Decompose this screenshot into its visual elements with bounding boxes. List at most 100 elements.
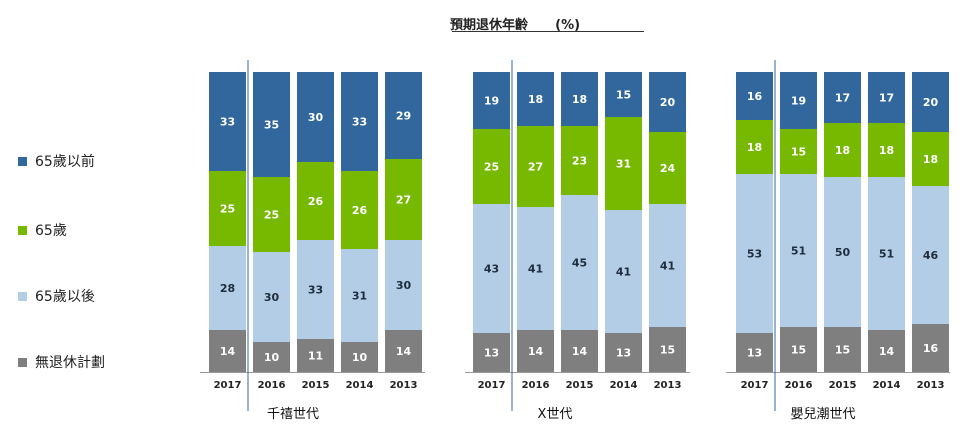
data-label: 10	[352, 351, 368, 364]
data-label: 13	[616, 347, 631, 360]
data-label: 18	[923, 153, 938, 166]
data-label: 27	[528, 161, 543, 174]
data-label: 23	[572, 155, 587, 168]
data-label: 18	[879, 144, 894, 157]
data-label: 15	[835, 344, 850, 357]
legend-item-before-65: 65歲以前	[18, 151, 95, 171]
data-label: 15	[791, 146, 806, 159]
legend-item-no-plan: 無退休計劃	[18, 352, 105, 372]
bar-segment-before-65	[780, 72, 817, 129]
bar-segment-no-plan	[253, 342, 290, 372]
bar-segment-no-plan	[561, 330, 598, 372]
data-label: 10	[264, 351, 280, 364]
data-label: 33	[220, 116, 235, 129]
data-label: 19	[791, 95, 806, 108]
data-label: 41	[660, 260, 675, 273]
bar-segment-before-65	[517, 72, 554, 126]
year-tick-label: 2015	[566, 380, 594, 391]
legend-swatch-no-plan	[18, 357, 27, 367]
bar-segment-at-65	[385, 159, 422, 240]
generation-label: X世代	[538, 407, 573, 422]
bar-segment-no-plan	[868, 330, 905, 372]
bar-segment-before-65	[649, 72, 686, 132]
data-label: 53	[747, 248, 762, 261]
data-label: 18	[747, 141, 762, 154]
year-tick-label: 2017	[741, 380, 769, 391]
data-label: 20	[923, 96, 939, 109]
legend-item-after-65: 65歲以後	[18, 286, 95, 306]
bar-segment-at-65	[341, 171, 378, 249]
data-label: 26	[352, 204, 368, 217]
data-label: 27	[396, 194, 411, 207]
generation-label: 千禧世代	[267, 407, 319, 422]
year-tick-label: 2013	[390, 380, 418, 391]
bar-segment-before-65	[385, 72, 422, 159]
bar-segment-no-plan	[473, 333, 510, 372]
bar-segment-before-65	[605, 72, 642, 117]
bar-segment-no-plan	[209, 330, 246, 372]
bar-segment-no-plan	[517, 330, 554, 372]
year-tick-label: 2014	[873, 380, 901, 391]
data-label: 16	[923, 342, 939, 355]
data-label: 33	[308, 284, 323, 297]
bar-segment-at-65	[605, 117, 642, 210]
data-label: 14	[528, 345, 544, 358]
data-label: 11	[308, 350, 323, 363]
data-label: 24	[660, 162, 676, 175]
data-label: 25	[484, 161, 499, 174]
bar-segment-no-plan	[297, 339, 334, 372]
bar-segment-after-65	[649, 204, 686, 327]
chart-title: 預期退休年齡 (%)	[450, 14, 580, 33]
data-label: 17	[835, 92, 850, 105]
year-tick-label: 2013	[917, 380, 945, 391]
bar-segment-at-65	[868, 123, 905, 177]
data-label: 31	[616, 158, 631, 171]
generation-label: 嬰兒潮世代	[790, 407, 855, 422]
legend-swatch-before-65	[18, 156, 27, 166]
bar-segment-at-65	[736, 120, 773, 174]
data-label: 19	[484, 95, 499, 108]
bar-segment-no-plan	[341, 342, 378, 372]
bar-segment-after-65	[868, 177, 905, 330]
data-label: 20	[660, 96, 676, 109]
bar-segment-at-65	[561, 126, 598, 195]
data-label: 41	[528, 263, 543, 276]
data-label: 31	[352, 290, 367, 303]
year-tick-label: 2016	[522, 380, 550, 391]
data-label: 17	[879, 92, 894, 105]
data-label: 14	[220, 345, 236, 358]
legend-swatch-at-65	[18, 225, 27, 235]
data-label: 46	[923, 249, 939, 262]
legend-swatch-after-65	[18, 291, 27, 301]
data-label: 14	[396, 345, 412, 358]
bar-segment-before-65	[912, 72, 949, 132]
year-tick-label: 2017	[214, 380, 242, 391]
legend-label-after-65: 65歲以後	[35, 289, 95, 305]
bar-segment-at-65	[649, 132, 686, 204]
data-label: 18	[835, 144, 850, 157]
bar-segment-before-65	[209, 72, 246, 171]
bar-segment-no-plan	[605, 333, 642, 372]
year-tick-label: 2015	[302, 380, 330, 391]
bar-segment-before-65	[341, 72, 378, 171]
title-underline	[452, 31, 644, 32]
bar-segment-before-65	[736, 72, 773, 120]
bar-segment-after-65	[209, 246, 246, 330]
bar-segment-at-65	[209, 171, 246, 246]
bar-segment-at-65	[780, 129, 817, 174]
bar-segment-after-65	[561, 195, 598, 330]
data-label: 30	[264, 291, 280, 304]
bar-segment-after-65	[297, 240, 334, 339]
data-label: 18	[528, 93, 543, 106]
bar-segment-after-65	[517, 207, 554, 330]
bar-segment-at-65	[473, 129, 510, 204]
data-label: 35	[264, 119, 279, 132]
bar-segment-after-65	[605, 210, 642, 333]
data-label: 14	[879, 345, 895, 358]
year-tick-label: 2014	[610, 380, 638, 391]
bar-segment-after-65	[780, 174, 817, 327]
legend-item-at-65: 65歲	[18, 220, 67, 240]
bar-segment-no-plan	[385, 330, 422, 372]
data-label: 51	[791, 245, 806, 258]
legend-label-no-plan: 無退休計劃	[35, 355, 105, 371]
